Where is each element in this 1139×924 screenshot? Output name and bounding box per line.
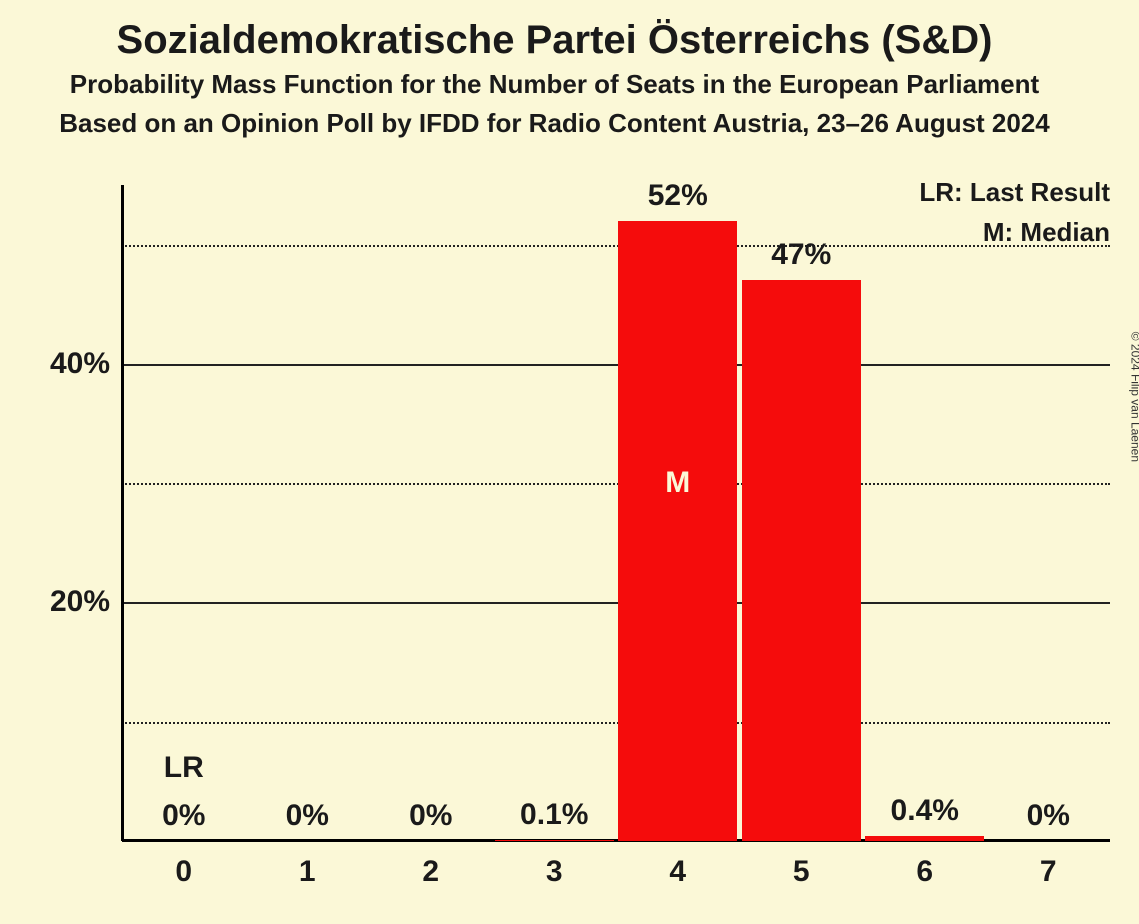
y-axis-label: 40% <box>50 347 110 381</box>
legend-last-result: LR: Last Result <box>919 177 1110 208</box>
titles-block: Sozialdemokratische Partei Österreichs (… <box>0 18 1109 139</box>
bar-value-label: 47% <box>771 238 831 272</box>
chart-subtitle-2: Based on an Opinion Poll by IFDD for Rad… <box>0 108 1109 139</box>
last-result-marker: LR <box>164 751 204 785</box>
major-gridline <box>122 364 1110 366</box>
x-axis-label: 7 <box>1040 855 1057 889</box>
bar-value-label: 0% <box>286 799 329 833</box>
bar-value-label: 0% <box>162 799 205 833</box>
bar-value-label: 0% <box>409 799 452 833</box>
bar-value-label: 52% <box>648 179 708 213</box>
legend-median: M: Median <box>983 217 1110 248</box>
bar <box>618 221 737 841</box>
bar-value-label: 0.4% <box>891 794 959 828</box>
y-axis-label: 20% <box>50 585 110 619</box>
chart-subtitle-1: Probability Mass Function for the Number… <box>0 69 1109 100</box>
chart-root: { "title": "Sozialdemokratische Partei Ö… <box>0 0 1139 924</box>
x-axis-label: 2 <box>422 855 439 889</box>
median-marker: M <box>665 466 690 500</box>
plot-area: 20%40%0%LR00%10%20.1%352%M447%50.4%60%7L… <box>122 185 1110 841</box>
chart-title: Sozialdemokratische Partei Österreichs (… <box>0 18 1109 63</box>
minor-gridline <box>122 245 1110 247</box>
x-axis-label: 0 <box>175 855 192 889</box>
x-axis-label: 4 <box>669 855 686 889</box>
y-axis <box>121 185 124 841</box>
x-axis-label: 1 <box>299 855 316 889</box>
bar <box>495 840 614 841</box>
minor-gridline <box>122 722 1110 724</box>
bar-value-label: 0.1% <box>520 798 588 832</box>
x-axis-label: 5 <box>793 855 810 889</box>
major-gridline <box>122 602 1110 604</box>
bar-value-label: 0% <box>1027 799 1070 833</box>
x-axis-label: 6 <box>916 855 933 889</box>
bar <box>742 280 861 841</box>
bar <box>865 836 984 841</box>
copyright-text: © 2024 Filip van Laenen <box>1128 332 1139 462</box>
minor-gridline <box>122 483 1110 485</box>
x-axis-label: 3 <box>546 855 563 889</box>
